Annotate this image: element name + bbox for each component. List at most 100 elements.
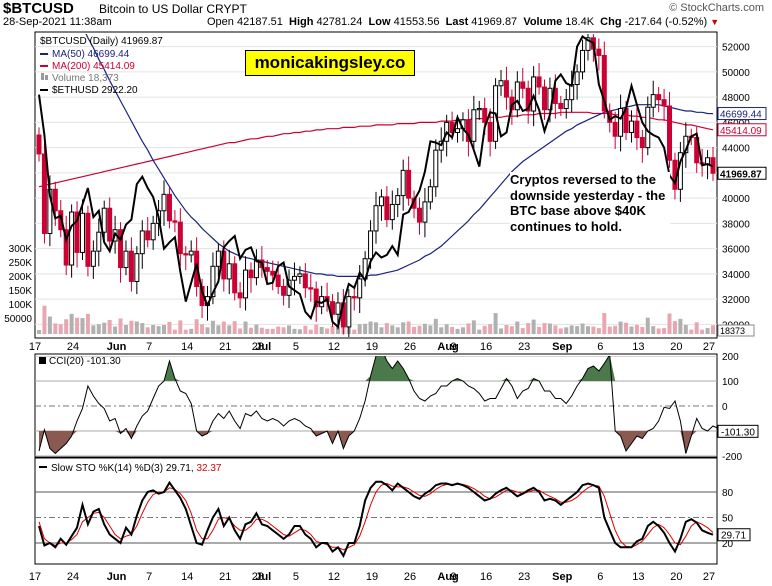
volume-bar <box>37 330 41 334</box>
price-tick-label: 52000 <box>722 43 750 54</box>
candle-body <box>172 220 178 223</box>
date-label: Aug <box>437 341 458 353</box>
volume-bar <box>455 328 460 334</box>
sto-tag-box <box>717 528 751 542</box>
date-label: 19 <box>366 571 378 583</box>
low-label: Low <box>368 16 391 28</box>
candle-body <box>628 120 634 133</box>
price-tag-box <box>717 123 767 137</box>
low-value: 41553.56 <box>393 16 440 28</box>
price-axis: 3000032000340003600038000400004200044000… <box>722 43 750 332</box>
candle-body <box>302 273 308 289</box>
volume-bar <box>553 325 558 334</box>
volume-bar <box>624 322 629 334</box>
volume-bar <box>276 326 281 334</box>
cci-last-tag: -101.30 <box>721 427 755 438</box>
legend-eth: $ETHUSD 2922.20 <box>52 85 138 96</box>
date-label: 7 <box>146 571 152 583</box>
date-label: 5 <box>293 341 299 353</box>
candle-body <box>368 230 374 260</box>
candle-body <box>79 212 85 253</box>
cci-positive-fill <box>39 356 717 381</box>
candle-body <box>69 211 75 266</box>
volume-bar <box>292 328 297 334</box>
candle-body <box>455 128 461 133</box>
date-label: 26 <box>404 571 416 583</box>
candle-body <box>313 288 319 308</box>
cci-tick-label: 100 <box>722 377 739 388</box>
candle-body <box>128 250 134 282</box>
volume-bar <box>488 324 493 334</box>
cci-tick-label: -200 <box>722 452 742 463</box>
date-label: 16 <box>480 341 492 353</box>
date-label: Jul <box>255 341 271 353</box>
volume-bar <box>602 313 607 334</box>
volume-bar <box>575 326 580 334</box>
volume-tick-label: 250K <box>9 258 33 269</box>
volume-bar <box>113 326 118 334</box>
volume-bar <box>542 323 547 334</box>
sto-title: Slow STO %K(14) %D(3) 29.71, 32.37 <box>51 463 222 474</box>
volume-bar <box>319 326 324 334</box>
date-label: 28 <box>252 571 264 583</box>
sto-plot <box>35 480 717 558</box>
volume-bar <box>47 316 52 334</box>
volume-bar <box>662 328 667 334</box>
volume-bar <box>330 326 335 334</box>
candle-body <box>596 48 602 56</box>
volume-bar <box>547 323 552 334</box>
candle-body <box>373 205 379 232</box>
candle-body <box>139 230 145 255</box>
candle-body <box>275 274 281 288</box>
candle-body <box>514 81 520 111</box>
volume-bar <box>363 323 368 334</box>
volume-bar <box>183 329 188 334</box>
candle-body <box>123 250 129 269</box>
date-label: 20 <box>670 571 682 583</box>
candle-body <box>183 253 189 256</box>
candle-body <box>36 134 42 155</box>
date-label: 12 <box>328 571 340 583</box>
volume-bar <box>558 328 563 334</box>
volume-bar <box>645 317 650 334</box>
date-label: 26 <box>404 341 416 353</box>
open-label: Open <box>207 16 234 28</box>
volume-bar <box>509 326 514 334</box>
candle-body <box>134 253 140 282</box>
volume-bar <box>656 328 661 334</box>
date-label: 13 <box>632 341 644 353</box>
candle-body <box>406 169 412 199</box>
candle-body <box>177 221 183 255</box>
volume-value: 18.4K <box>565 16 595 28</box>
volume-bar <box>221 321 226 334</box>
cci-panel: -200-1000100200-101.30 CCI(20) -101.30 <box>34 352 759 463</box>
date-label: 28 <box>252 341 264 353</box>
sto-d-line <box>38 482 714 551</box>
sto-title-main: Slow STO %K(14) %D(3) 29.71, <box>51 463 194 474</box>
legend-btc: $BTCUSD (Daily) 41969.87 <box>40 36 163 47</box>
annotation-note: Cryptos reversed to the downside yesterd… <box>510 172 670 234</box>
volume-bar <box>308 329 313 334</box>
candle-body <box>536 76 542 88</box>
candle-body <box>656 94 662 101</box>
date-label: 17 <box>29 571 41 583</box>
volume-bar <box>259 327 264 334</box>
price-tick-label: 34000 <box>722 270 750 281</box>
volume-bar <box>694 322 699 334</box>
candle-body <box>351 296 357 299</box>
volume-bar <box>596 328 601 334</box>
candle-body <box>667 105 673 161</box>
date-label: Sep <box>552 571 572 583</box>
candle-body <box>161 193 167 212</box>
candle-body <box>427 186 433 203</box>
ohlc-readout: Open 42187.51 High 42781.24 Low 41553.56… <box>207 16 719 28</box>
candle-body <box>96 231 102 252</box>
cci-title: CCI(20) -101.30 <box>49 356 121 367</box>
volume-bar <box>667 313 672 334</box>
volume-bar <box>91 325 96 334</box>
volume-tag: 18373 <box>720 326 745 336</box>
volume-bar <box>156 326 161 334</box>
cci-line <box>38 356 717 455</box>
volume-bar <box>265 328 270 334</box>
